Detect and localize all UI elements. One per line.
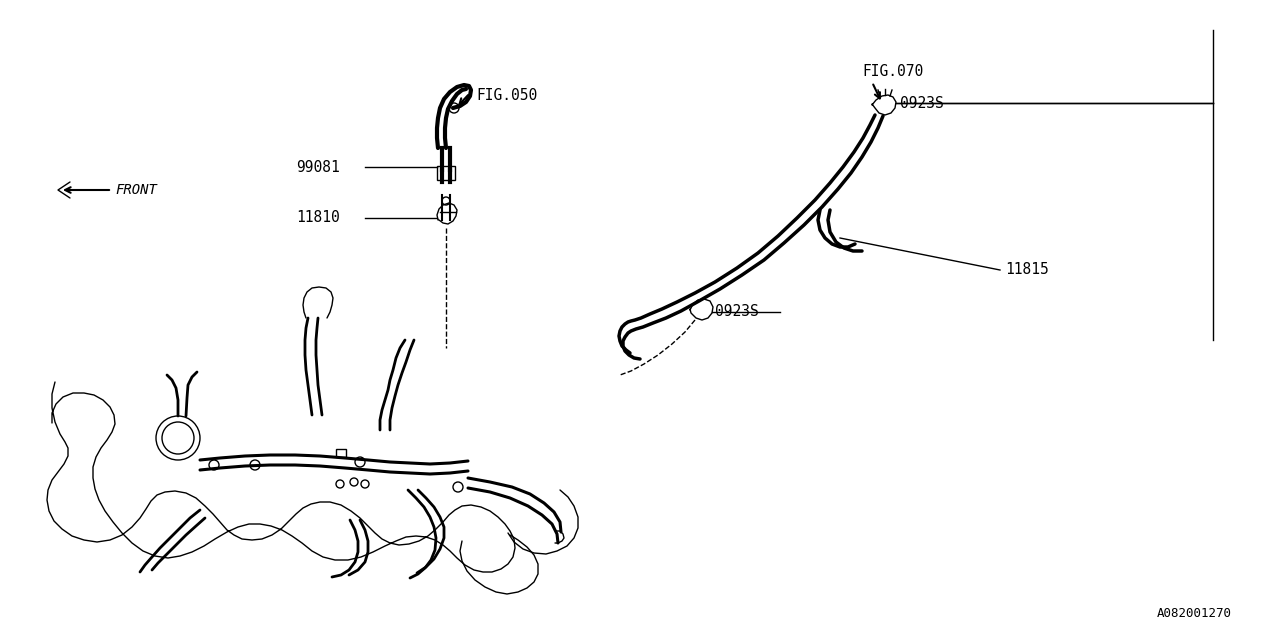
Text: FIG.070: FIG.070 bbox=[861, 65, 923, 79]
Text: FRONT: FRONT bbox=[115, 183, 157, 197]
Text: 11815: 11815 bbox=[1005, 262, 1048, 278]
Text: FIG.050: FIG.050 bbox=[476, 88, 538, 102]
Text: 11810: 11810 bbox=[296, 211, 340, 225]
Text: 0923S: 0923S bbox=[716, 305, 759, 319]
Text: 99081: 99081 bbox=[296, 159, 340, 175]
Text: 0923S: 0923S bbox=[900, 95, 943, 111]
Bar bbox=[335, 449, 346, 457]
Text: A082001270: A082001270 bbox=[1157, 607, 1231, 620]
Bar bbox=[436, 166, 454, 180]
